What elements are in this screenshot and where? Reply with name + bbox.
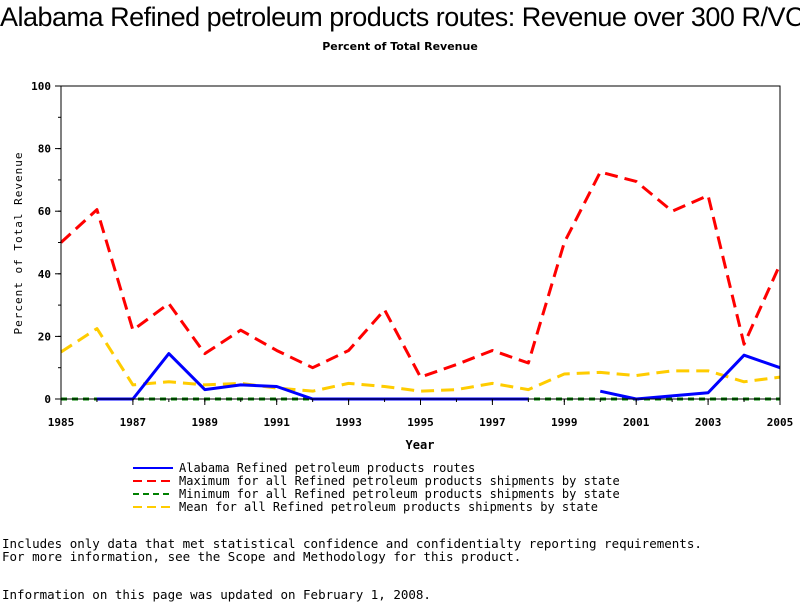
x-tick-label: 1999 [551, 416, 578, 429]
y-tick-label: 40 [38, 268, 51, 281]
footnote-methodology: For more information, see the Scope and … [2, 549, 522, 564]
series-line-1 [59, 170, 782, 379]
x-tick-label: 2003 [695, 416, 722, 429]
legend-label-3: Mean for all Refined petroleum products … [179, 500, 598, 514]
x-tick-label: 1985 [48, 416, 75, 429]
x-tick-label: 1991 [263, 416, 290, 429]
legend-label-1: Maximum for all Refined petroleum produc… [179, 474, 620, 488]
chart-subtitle: Percent of Total Revenue [322, 40, 478, 53]
y-tick-label: 60 [38, 205, 51, 218]
legend-label-2: Minimum for all Refined petroleum produc… [179, 487, 620, 501]
x-tick-label: 2001 [623, 416, 650, 429]
legend: Alabama Refined petroleum products route… [133, 461, 620, 514]
legend-label-0: Alabama Refined petroleum products route… [179, 461, 475, 475]
x-tick-label: 2005 [767, 416, 794, 429]
y-tick-label: 20 [38, 330, 51, 343]
y-tick-label: 80 [38, 143, 51, 156]
chart-title: Alabama Refined petroleum products route… [0, 2, 800, 32]
series-line-3 [60, 327, 781, 393]
series-line-0 [599, 353, 781, 401]
x-tick-label: 1993 [335, 416, 362, 429]
y-tick-label: 0 [44, 393, 51, 406]
x-tick-label: 1987 [120, 416, 147, 429]
x-tick-label: 1997 [479, 416, 506, 429]
x-tick-label: 1989 [192, 416, 219, 429]
plot-frame [60, 85, 781, 400]
x-tick-label: 1995 [407, 416, 434, 429]
footnote-confidentiality: Includes only data that met statistical … [2, 536, 702, 551]
updated-note: Information on this page was updated on … [2, 587, 431, 602]
y-tick-label: 100 [31, 80, 51, 93]
y-axis-label: Percent of Total Revenue [12, 152, 25, 335]
x-axis-label: Year [406, 438, 435, 452]
